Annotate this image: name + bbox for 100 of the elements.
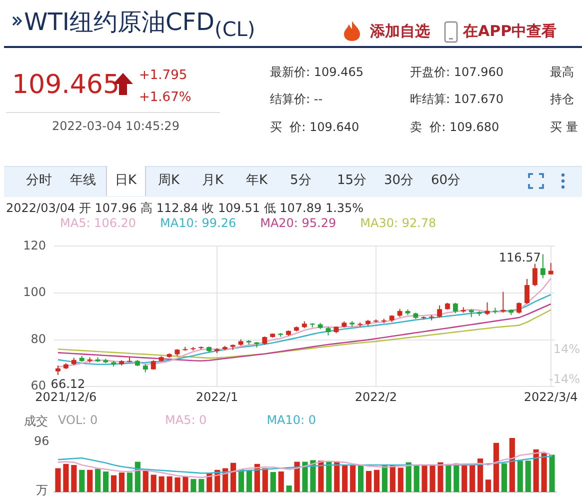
bar	[462, 466, 468, 492]
bar	[246, 470, 252, 492]
x-tick-label: 2022/3/4	[524, 390, 578, 404]
bar	[366, 470, 372, 492]
candlestick	[484, 302, 490, 316]
text: 最新价: 109.465	[270, 64, 364, 81]
candlestick	[516, 302, 522, 314]
bar	[382, 464, 388, 492]
bar	[174, 477, 180, 492]
bar	[478, 458, 484, 492]
bar	[103, 471, 109, 492]
bar	[549, 454, 555, 492]
bar	[533, 449, 539, 492]
bar	[374, 470, 380, 492]
text: 在APP中查看	[463, 22, 557, 41]
bar	[509, 438, 515, 492]
candlestick	[56, 365, 60, 376]
bar	[79, 470, 85, 492]
text: 成交	[24, 413, 48, 430]
bar	[110, 475, 117, 492]
text: MA20: 95.29	[260, 216, 336, 230]
annotation: 116.57	[498, 250, 541, 264]
candlestick	[540, 254, 546, 279]
text: 2022-03-04 10:45:29	[52, 119, 180, 133]
text: 持仓	[550, 91, 574, 108]
candlestick	[524, 278, 530, 305]
text: +1.795	[139, 68, 188, 83]
text: 卖 价: 109.680	[410, 119, 500, 136]
text: 买 量	[550, 119, 578, 136]
bar	[71, 465, 77, 492]
candlestick	[150, 360, 156, 370]
text: 最高	[550, 64, 574, 81]
bar	[118, 472, 125, 492]
bar	[126, 472, 132, 492]
candlestick	[452, 302, 458, 314]
bar	[182, 476, 188, 492]
bar	[485, 480, 492, 492]
x-tick-label: 2022/2	[354, 390, 398, 404]
bar	[310, 460, 316, 492]
bar	[87, 470, 93, 492]
text: 109.465	[12, 70, 120, 100]
text: 30分	[383, 172, 415, 190]
bar	[493, 442, 500, 492]
text: MA5: 106.20	[60, 216, 136, 230]
candlestick	[532, 263, 538, 287]
text: 万	[36, 482, 48, 499]
bar	[541, 453, 547, 492]
bar	[414, 466, 420, 492]
bar	[342, 465, 348, 492]
bar	[95, 468, 101, 492]
text: 15分	[336, 172, 368, 190]
bar	[294, 462, 300, 492]
bar	[406, 462, 412, 492]
bar	[334, 461, 340, 492]
bar	[238, 469, 244, 492]
bar	[142, 470, 148, 492]
bar	[446, 466, 452, 492]
bar	[501, 463, 507, 492]
y-tick-label: 120	[23, 238, 46, 252]
bar	[398, 468, 404, 492]
bar	[190, 479, 196, 492]
annotation: 66.12	[50, 377, 86, 392]
text: 日K	[106, 166, 146, 196]
y-tick-label: 100	[23, 285, 46, 300]
bar	[454, 463, 460, 492]
text: MA10: 0	[266, 413, 316, 427]
text: 96	[34, 434, 50, 448]
bar	[326, 461, 332, 492]
bar	[134, 462, 140, 492]
text: 60分	[430, 172, 462, 190]
chart-subtitle: 2022/03/04 开 107.96 高 112.84 收 109.51 低 107.89 1.35%	[6, 200, 364, 217]
bar	[166, 476, 172, 492]
bar	[470, 463, 476, 492]
candlestick	[500, 291, 506, 314]
bar	[262, 468, 268, 492]
text: 5分	[289, 172, 312, 190]
text: 月K	[201, 172, 225, 190]
bar	[55, 468, 61, 492]
text: 年线	[69, 172, 97, 190]
text: 昨结算: 107.670	[410, 91, 504, 108]
text: 买 价: 109.640	[270, 119, 360, 136]
text: MA10: 99.26	[160, 216, 236, 230]
text: MA5: 0	[165, 413, 207, 427]
text: +1.67%	[139, 90, 192, 105]
bar	[438, 462, 444, 492]
bar	[150, 474, 156, 492]
text: 年K	[245, 172, 269, 190]
text: 开盘价: 107.960	[410, 64, 504, 81]
candlestick	[437, 304, 442, 318]
bar	[430, 464, 436, 492]
bar	[286, 486, 292, 492]
text: WTI纽约原油CFD$_{(CL)}$	[24, 7, 256, 41]
bar	[63, 464, 69, 492]
bar	[230, 462, 236, 492]
bar	[390, 465, 396, 492]
bar	[422, 466, 428, 492]
bar	[158, 476, 164, 492]
bar	[270, 472, 276, 492]
bar	[517, 460, 523, 492]
bar	[525, 460, 531, 492]
